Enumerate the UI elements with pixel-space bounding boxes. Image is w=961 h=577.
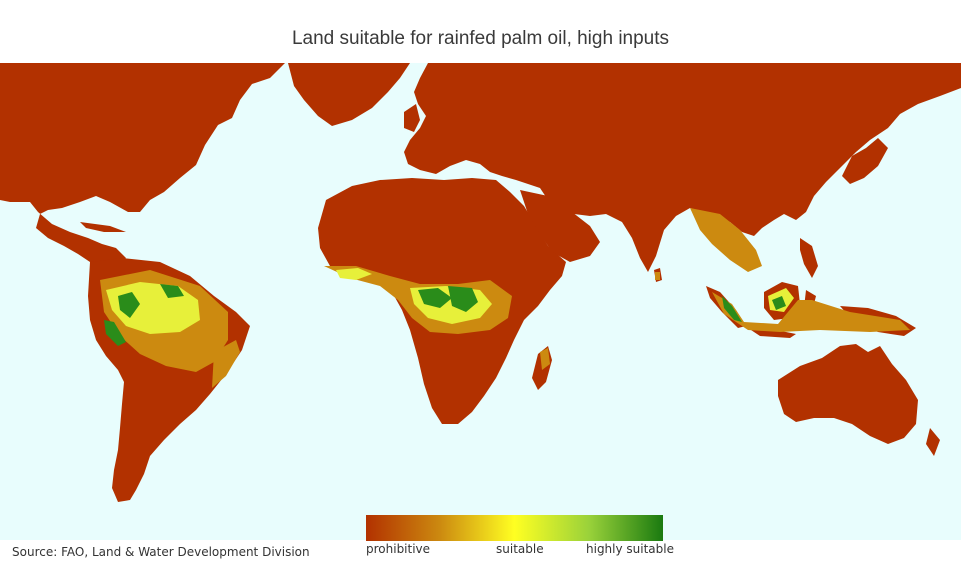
map-title: Land suitable for rainfed palm oil, high…: [291, 28, 670, 49]
legend-gradient: [366, 515, 663, 541]
amazon-north-highly-suitable: [160, 284, 184, 298]
wafrica-suitable: [336, 268, 372, 280]
legend-label-prohibitive: prohibitive: [366, 542, 431, 556]
eurasia: [404, 63, 961, 272]
madagascar-marginal: [540, 348, 550, 370]
cuba: [80, 222, 126, 232]
amazon-west-highly-suitable: [104, 320, 126, 346]
legend-label-suitable: suitable: [496, 542, 544, 556]
japan: [842, 138, 888, 184]
brazil-coast-marginal: [212, 340, 240, 388]
indonesia-marginal: [712, 292, 910, 332]
land-highly-suitable: [104, 284, 786, 346]
british-isles: [404, 104, 420, 132]
world-map: [0, 63, 961, 540]
philippines: [800, 238, 818, 278]
source-credit: Source: FAO, Land & Water Development Di…: [12, 545, 310, 559]
sea-marginal: [690, 208, 762, 272]
north-america: [0, 63, 285, 270]
australia: [778, 344, 918, 444]
greenland: [288, 63, 410, 126]
legend-label-highly-suitable: highly suitable: [586, 542, 674, 556]
amazon-highly-suitable: [118, 292, 140, 318]
map-canvas: [0, 63, 961, 540]
arabia: [520, 190, 600, 262]
legend-color-bar: [366, 515, 663, 541]
borneo-highly-suitable: [772, 296, 786, 310]
congo-east-highly-suitable: [448, 286, 478, 312]
sri-lanka-marginal: [655, 272, 660, 280]
new-zealand: [926, 428, 940, 456]
sumatra-highly-suitable: [722, 296, 742, 322]
congo-highly-suitable: [418, 288, 452, 308]
